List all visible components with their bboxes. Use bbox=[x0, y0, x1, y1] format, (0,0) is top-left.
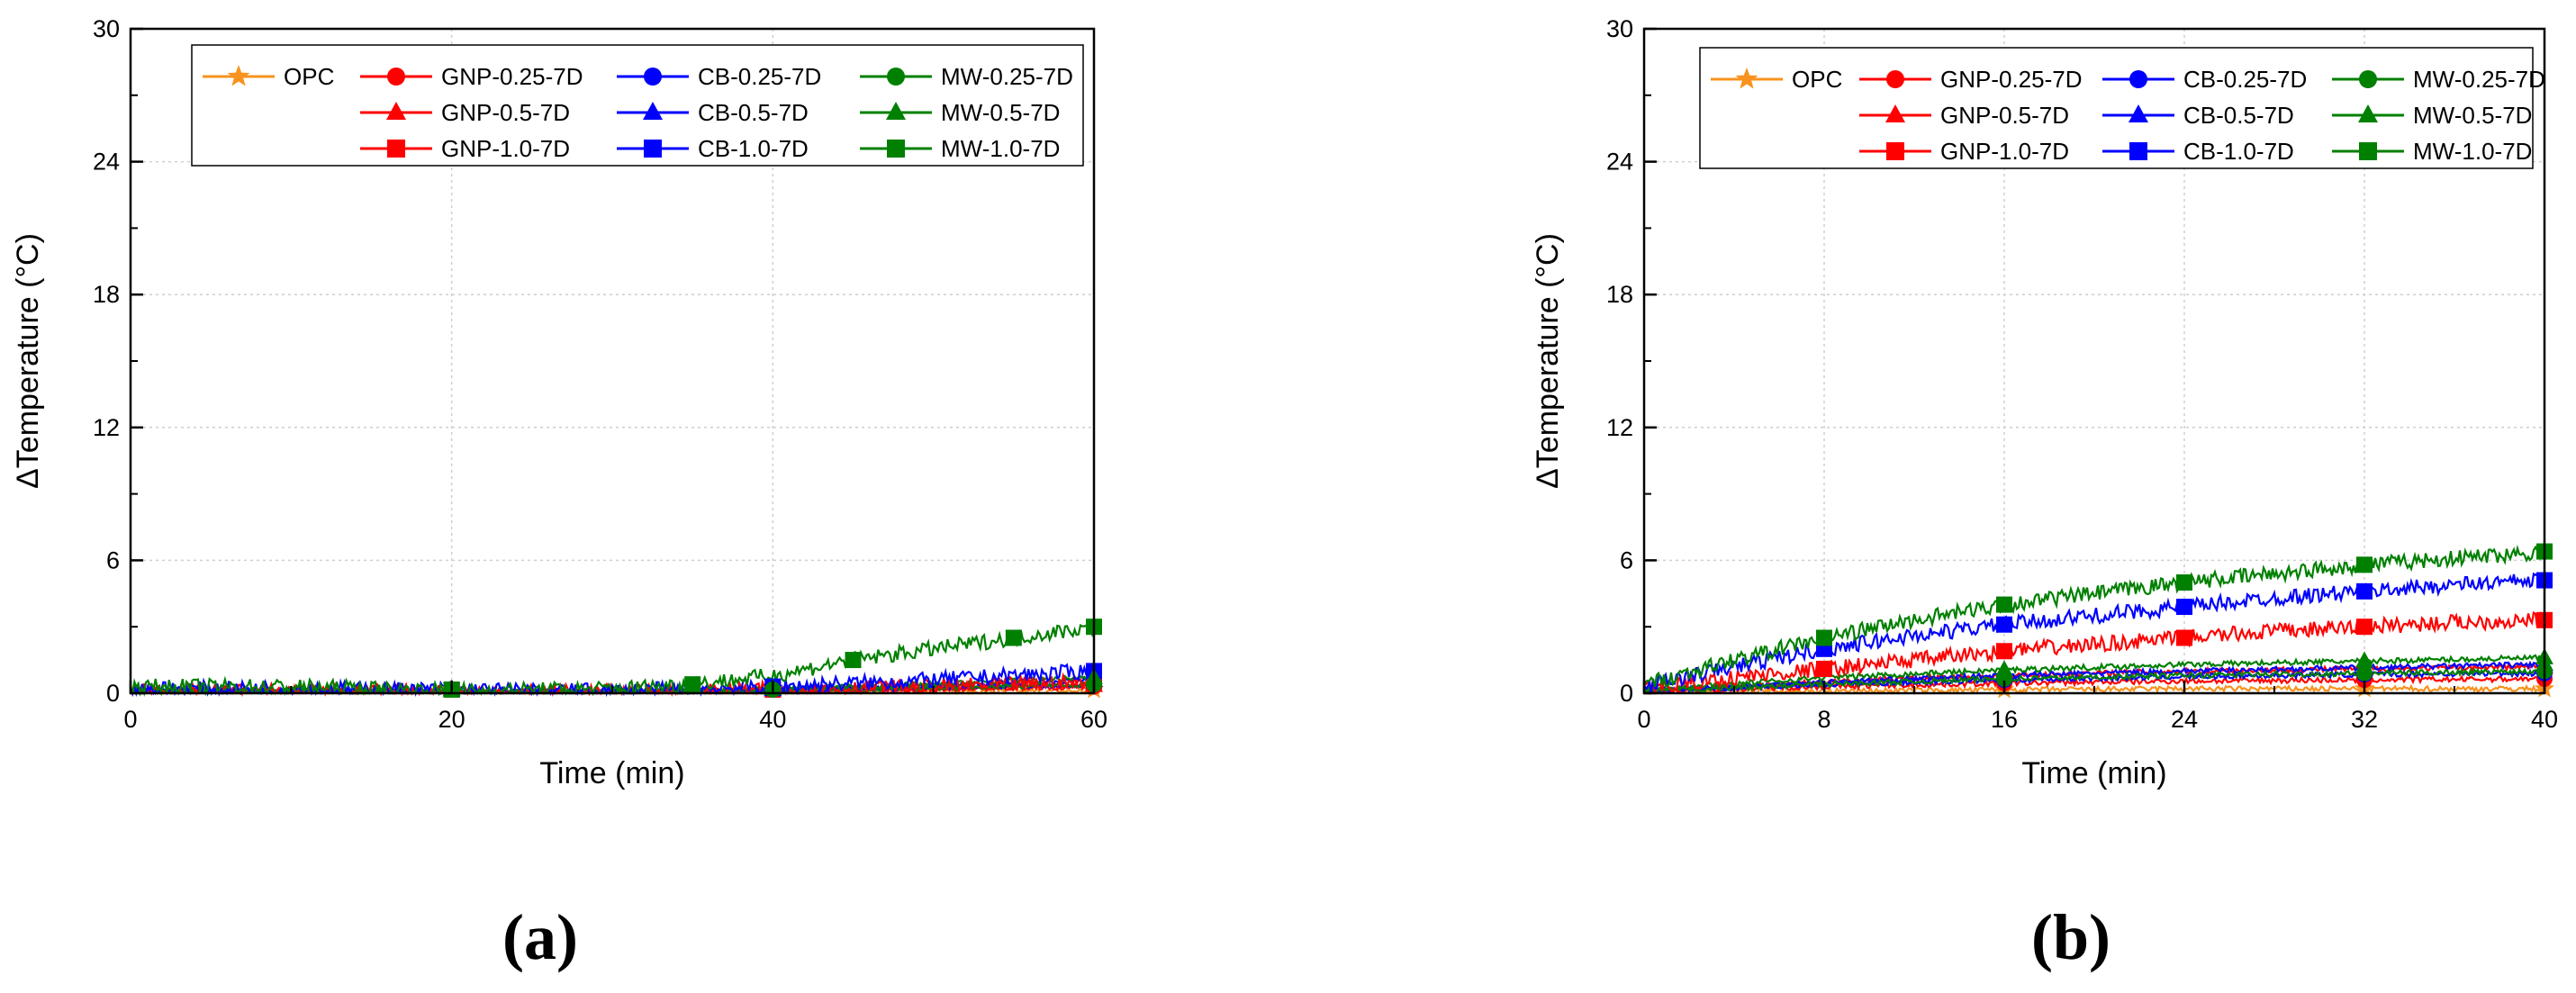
legend-marker-CB-0.5-7D bbox=[643, 102, 663, 120]
legend: OPC GNP-0.25-7D GNP-0.5-7D GNP-1.0-7D CB-0.2… bbox=[1699, 47, 2545, 169]
legend-label: GNP-1.0-7D bbox=[1940, 138, 2069, 165]
legend-marker-GNP-0.25-7D bbox=[1886, 70, 1904, 88]
data-point-marker bbox=[1005, 629, 1022, 646]
legend-box bbox=[1699, 47, 2534, 169]
legend-marker-OPC bbox=[1735, 68, 1758, 89]
chart-a: 0 20 40 60 0 6 12 18 24 30 Time (min) ΔTemperature … bbox=[11, 15, 1107, 790]
y-tick-label: 18 bbox=[93, 281, 120, 308]
data-point-marker bbox=[2176, 599, 2192, 616]
legend-label: GNP-1.0-7D bbox=[441, 135, 570, 162]
y-tick-label: 6 bbox=[1620, 546, 1633, 573]
legend-marker-GNP-0.25-7D bbox=[387, 68, 405, 86]
chart-b: 0 8 16 24 32 40 0 6 12 18 24 30 Time (min) ΔTemperatu… bbox=[1531, 15, 2558, 790]
series-line-MW-0.5-7D bbox=[1643, 654, 2545, 694]
y-tick-label: 12 bbox=[93, 414, 120, 441]
y-tick-label: 18 bbox=[1606, 281, 1633, 308]
legend-marker-MW-0.25-7D bbox=[2359, 70, 2377, 88]
series-line-GNP-0.25-7D bbox=[1643, 674, 2545, 695]
y-tick-label: 30 bbox=[1606, 15, 1633, 42]
data-point-marker bbox=[684, 676, 701, 693]
legend-marker-CB-0.25-7D bbox=[2129, 70, 2147, 88]
x-tick-label: 40 bbox=[759, 706, 786, 733]
legend-marker-GNP-1.0-7D bbox=[1886, 142, 1904, 160]
series-line-GNP-1.0-7D bbox=[1643, 610, 2546, 694]
legend-label: MW-0.25-7D bbox=[941, 63, 1073, 90]
legend-marker-GNP-0.5-7D bbox=[1885, 104, 1905, 122]
data-point-marker bbox=[1996, 643, 2012, 660]
y-tick-label: 24 bbox=[93, 149, 120, 176]
data-point-marker bbox=[1996, 596, 2012, 613]
x-tick-label: 20 bbox=[438, 706, 465, 733]
legend-label: CB-0.5-7D bbox=[698, 99, 809, 126]
legend-marker-GNP-0.5-7D bbox=[386, 102, 406, 120]
data-point-marker bbox=[1816, 660, 1832, 677]
x-tick-label: 0 bbox=[123, 706, 137, 733]
legend-label: GNP-0.5-7D bbox=[441, 99, 570, 126]
y-axis-title: ΔTemperature (°C) bbox=[1531, 233, 1565, 489]
legend-label: CB-0.25-7D bbox=[2183, 66, 2307, 93]
data-point-marker bbox=[2356, 664, 2373, 682]
legend-label: GNP-0.5-7D bbox=[1940, 102, 2069, 129]
data-point-marker bbox=[2355, 651, 2373, 668]
legend: OPC GNP-0.25-7D GNP-0.5-7D GNP-1.0-7D CB-0.2… bbox=[191, 44, 1084, 167]
legend-label: GNP-0.25-7D bbox=[441, 63, 583, 90]
legend-marker-CB-1.0-7D bbox=[644, 140, 662, 158]
legend-label: MW-1.0-7D bbox=[941, 135, 1060, 162]
data-point-marker bbox=[2356, 582, 2373, 600]
legend-marker-MW-0.5-7D bbox=[2358, 104, 2378, 122]
legend-label: CB-1.0-7D bbox=[2183, 138, 2294, 165]
legend-label: GNP-0.25-7D bbox=[1940, 66, 2083, 93]
y-axis-title: ΔTemperature (°C) bbox=[11, 233, 45, 489]
legend-label: CB-0.5-7D bbox=[2183, 102, 2294, 129]
legend-marker-CB-0.25-7D bbox=[644, 68, 662, 86]
data-point-marker bbox=[2176, 629, 2192, 646]
y-tick-label: 24 bbox=[1606, 149, 1633, 176]
legend-label: OPC bbox=[1792, 66, 1842, 93]
data-point-marker bbox=[1816, 629, 1832, 646]
data-point-marker bbox=[1995, 660, 2013, 677]
y-tick-label: 0 bbox=[1620, 680, 1633, 707]
y-tick-label: 12 bbox=[1606, 414, 1633, 441]
legend-marker-MW-0.5-7D bbox=[886, 102, 906, 120]
data-point-marker bbox=[1996, 616, 2012, 633]
legend-marker-CB-0.5-7D bbox=[2129, 104, 2148, 122]
y-tick-label: 6 bbox=[106, 546, 120, 573]
x-tick-label: 60 bbox=[1080, 706, 1107, 733]
series-line-CB-1.0-7D bbox=[1643, 572, 2546, 693]
x-tick-label: 8 bbox=[1817, 706, 1830, 733]
legend-label: CB-1.0-7D bbox=[698, 135, 809, 162]
x-axis-title: Time (min) bbox=[2021, 756, 2166, 790]
x-tick-label: 32 bbox=[2351, 706, 2378, 733]
legend-label: MW-0.5-7D bbox=[2413, 102, 2532, 129]
x-tick-label: 40 bbox=[2531, 706, 2558, 733]
data-point-marker bbox=[845, 652, 862, 669]
legend-label: MW-1.0-7D bbox=[2413, 138, 2532, 165]
legend-marker-OPC bbox=[227, 65, 250, 86]
legend-label: MW-0.25-7D bbox=[2413, 66, 2545, 93]
panel-label-b: (b) bbox=[2031, 901, 2111, 973]
series-line-MW-0.25-7D bbox=[1643, 667, 2545, 695]
panel-label-a: (a) bbox=[502, 901, 578, 973]
legend-box bbox=[191, 44, 1084, 167]
legend-label: CB-0.25-7D bbox=[698, 63, 821, 90]
x-tick-label: 0 bbox=[1637, 706, 1650, 733]
y-tick-label: 0 bbox=[106, 680, 120, 707]
data-point-marker bbox=[2176, 574, 2192, 591]
data-point-marker bbox=[2356, 556, 2373, 573]
legend-marker-CB-1.0-7D bbox=[2129, 142, 2147, 160]
legend-marker-GNP-1.0-7D bbox=[387, 140, 405, 158]
x-axis-title: Time (min) bbox=[539, 756, 684, 790]
legend-marker-MW-1.0-7D bbox=[2359, 142, 2377, 160]
legend-marker-MW-1.0-7D bbox=[887, 140, 905, 158]
data-point-marker bbox=[2356, 618, 2373, 636]
legend-label: MW-0.5-7D bbox=[941, 99, 1060, 126]
legend-label: OPC bbox=[284, 63, 334, 90]
series-line-MW-1.0-7D bbox=[1642, 545, 2546, 688]
y-tick-label: 30 bbox=[93, 15, 120, 42]
x-tick-label: 24 bbox=[2171, 706, 2198, 733]
legend-marker-MW-0.25-7D bbox=[887, 68, 905, 86]
x-tick-label: 16 bbox=[1991, 706, 2018, 733]
